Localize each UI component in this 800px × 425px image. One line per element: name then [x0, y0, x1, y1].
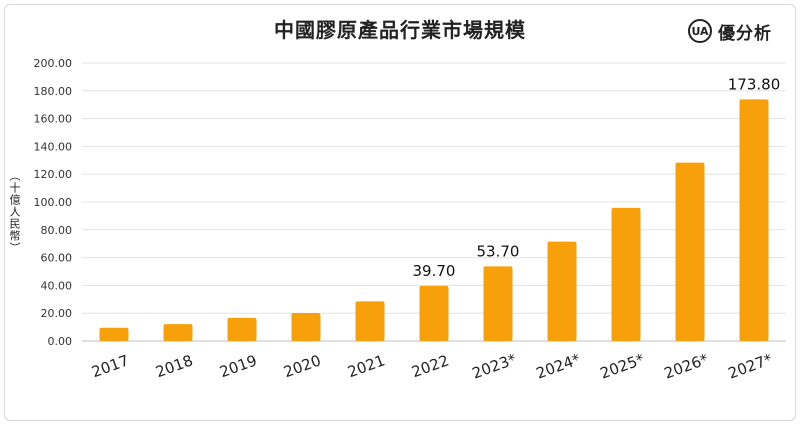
- data-label: 173.80: [728, 75, 781, 93]
- brand-logo-icon: UA: [688, 19, 712, 43]
- x-tick-label: 2021: [345, 351, 387, 381]
- data-label: 39.70: [413, 262, 456, 280]
- x-tick-label: 2022: [409, 351, 451, 381]
- y-tick-label: 20.00: [41, 307, 73, 320]
- y-axis-label: （十億人民幣）: [8, 170, 21, 254]
- x-tick-label: 2026*: [662, 350, 712, 383]
- bar: [547, 241, 577, 341]
- bar: [163, 324, 193, 341]
- y-tick-label: 200.00: [34, 57, 73, 70]
- chart-title: 中國膠原產品行業市場規模: [274, 18, 526, 42]
- bar: [419, 285, 449, 341]
- y-tick-label: 140.00: [34, 140, 73, 153]
- y-tick-label: 60.00: [41, 252, 73, 265]
- x-tick-label: 2024*: [534, 350, 584, 383]
- bar: [483, 266, 513, 341]
- x-tick-label: 2017: [89, 351, 131, 381]
- x-tick-label: 2027*: [726, 350, 776, 383]
- x-tick-label: 2018: [153, 351, 195, 381]
- bar: [611, 207, 641, 341]
- y-tick-label: 0.00: [48, 335, 73, 348]
- y-tick-label: 120.00: [34, 168, 73, 181]
- bar: [675, 162, 705, 341]
- brand: UA 優分析: [688, 16, 772, 46]
- x-tick-label: 2025*: [598, 350, 648, 383]
- brand-name: 優分析: [718, 23, 772, 44]
- x-tick-label: 2019: [217, 351, 259, 381]
- y-tick-label: 100.00: [34, 196, 73, 209]
- bar: [99, 327, 129, 341]
- bar: [291, 313, 321, 341]
- bar: [355, 301, 385, 341]
- x-tick-label: 2020: [281, 351, 323, 381]
- y-tick-label: 180.00: [34, 85, 73, 98]
- x-tick-label: 2023*: [470, 350, 520, 383]
- chart-card: [4, 4, 796, 421]
- data-label: 53.70: [477, 242, 520, 260]
- bar: [227, 317, 257, 341]
- brand-logo-text: UA: [691, 24, 709, 38]
- y-tick-label: 160.00: [34, 113, 73, 126]
- y-tick-label: 80.00: [41, 224, 73, 237]
- bar: [739, 99, 769, 341]
- y-tick-label: 40.00: [41, 279, 73, 292]
